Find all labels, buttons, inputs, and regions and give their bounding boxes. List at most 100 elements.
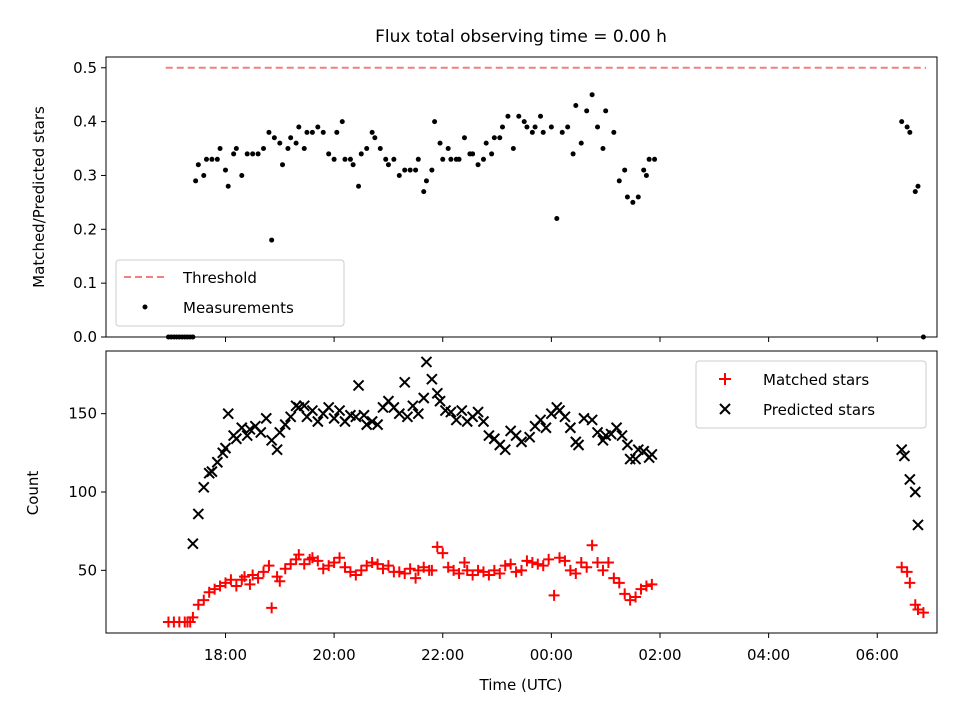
measurement-point-107 [635, 194, 641, 200]
measurement-point-70 [456, 156, 462, 162]
matched-point-87 [602, 557, 614, 568]
predicted-point-27 [312, 415, 324, 428]
predicted-point-48 [418, 392, 430, 404]
predicted-point-50 [426, 373, 438, 385]
matched-point-45 [382, 560, 394, 572]
measurement-point-38 [315, 124, 321, 130]
measurement-point-26 [266, 129, 272, 135]
top-panel-matched-ratio: 0.0 0.1 0.2 0.3 0.4 0.5 Matched/Predicted sta… [30, 56, 938, 346]
matched-point-81 [570, 567, 582, 579]
measurement-point-52 [377, 146, 383, 152]
predicted-point-44 [399, 376, 411, 389]
predicted-point-2 [198, 481, 210, 494]
legend-predicted-swatch [719, 403, 731, 415]
measurement-point-73 [470, 151, 476, 157]
measurement-point-96 [578, 140, 584, 146]
predicted-point-51 [431, 387, 444, 400]
measurement-point-33 [293, 140, 299, 146]
measurement-point-67 [445, 146, 451, 152]
legend-predicted-label: Predicted stars [763, 401, 875, 419]
measurement-point-14 [209, 156, 215, 162]
matched-point-39 [350, 569, 362, 581]
measurement-point-31 [285, 146, 291, 152]
matched-point-77 [548, 589, 560, 601]
top-x-ticks [224, 337, 878, 342]
predicted-point-78 [572, 439, 585, 451]
matched-point-29 [298, 558, 310, 570]
measurement-point-83 [516, 113, 522, 119]
predicted-point-55 [450, 414, 463, 426]
bottom-y-ticks: 50 100 150 [68, 405, 106, 579]
predicted-point-24 [298, 400, 310, 412]
matched-point-65 [483, 569, 495, 581]
predicted-point-76 [564, 422, 577, 434]
matched-point-16 [239, 571, 250, 583]
predicted-point-81 [591, 426, 604, 439]
measurement-point-100 [600, 146, 606, 152]
predicted-point-37 [360, 418, 373, 431]
predicted-point-75 [559, 411, 571, 423]
measurement-point-41 [331, 156, 337, 162]
measurement-point-55 [391, 156, 397, 162]
top-legend-box [115, 259, 345, 327]
predicted-point-70 [534, 414, 547, 426]
predicted-point-13 [244, 423, 256, 436]
matched-point-40 [355, 564, 367, 576]
matched-point-32 [312, 555, 324, 567]
predicted-point-26 [306, 404, 319, 417]
matched-point-14 [230, 580, 242, 592]
measurement-point-22 [244, 151, 250, 157]
measurement-point-45 [347, 156, 353, 162]
predicted-point-45 [401, 411, 414, 423]
measurement-point-105 [624, 194, 630, 200]
top-y-tick-label-2: 0.2 [73, 220, 97, 238]
predicted-point-47 [412, 407, 425, 420]
measurement-point-82 [510, 146, 516, 152]
measurement-point-64 [432, 119, 438, 125]
matched-point-90 [619, 588, 631, 600]
measurement-point-53 [383, 156, 389, 162]
measurement-point-94 [570, 151, 576, 157]
measurement-point-63 [429, 167, 435, 173]
measurement-point-21 [239, 172, 245, 178]
measurement-point-24 [255, 151, 261, 157]
predicted-point-96 [904, 473, 916, 486]
predicted-point-5 [211, 456, 224, 468]
predicted-point-7 [219, 442, 232, 454]
predicted-point-12 [241, 429, 253, 442]
predicted-point-30 [328, 412, 340, 425]
measurement-point-23 [250, 151, 256, 157]
matched-point-26 [285, 558, 297, 570]
measurement-point-56 [396, 172, 402, 178]
measurement-point-95 [573, 102, 579, 108]
legend-threshold-label: Threshold [182, 269, 257, 287]
predicted-point-67 [515, 436, 528, 448]
measurement-point-62 [423, 178, 429, 184]
measurement-point-78 [491, 135, 497, 141]
measurement-point-51 [372, 135, 378, 141]
top-y-tick-label-3: 0.3 [73, 166, 97, 184]
measurement-point-66 [440, 156, 446, 162]
top-y-axis-label: Matched/Predicted stars [30, 106, 48, 288]
predicted-point-15 [255, 426, 267, 439]
measurement-point-92 [559, 129, 565, 135]
predicted-point-20 [279, 418, 291, 431]
measurement-point-54 [385, 162, 391, 168]
measurement-point-18 [225, 183, 231, 189]
measurement-point-61 [421, 189, 427, 195]
predicted-point-35 [352, 379, 365, 392]
measurement-point-115 [912, 189, 918, 195]
top-legend: Threshold Measurements [115, 259, 345, 327]
measurement-point-46 [350, 162, 356, 168]
legend-measurements-label: Measurements [183, 299, 294, 317]
measurement-point-102 [611, 129, 617, 135]
matched-point-82 [575, 557, 587, 568]
matched-point-89 [613, 577, 625, 589]
legend-matched-swatch [719, 373, 731, 385]
predicted-point-54 [445, 406, 457, 418]
predicted-point-46 [407, 400, 419, 412]
measurement-point-43 [339, 119, 345, 125]
measurement-point-81 [505, 113, 511, 119]
